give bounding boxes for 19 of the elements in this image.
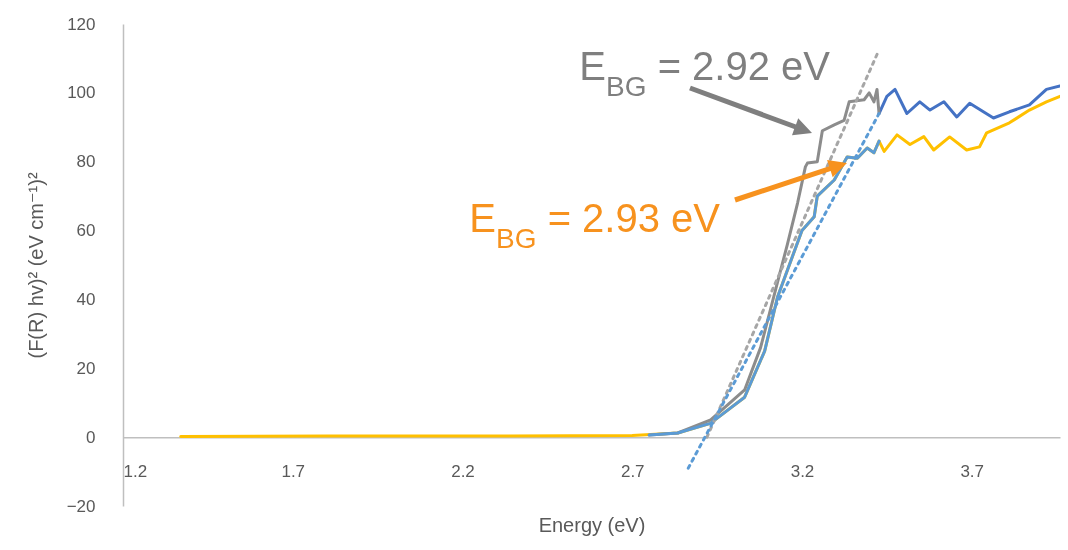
x-tick-label: 2.7 <box>620 461 645 481</box>
annotation: E$_{BG}$ = 2.92 eV <box>579 44 831 102</box>
annotation: E$_{BG}$ = 2.93 eV <box>469 196 721 254</box>
y-tick-label: 20 <box>76 358 96 378</box>
x-axis-title: Energy (eV) <box>538 513 646 536</box>
y-axis-title: (F(R) hv)² (eV cm⁻¹)² <box>24 172 47 359</box>
y-tick-label: −20 <box>66 496 96 516</box>
y-tick-label: 60 <box>76 221 96 241</box>
x-tick-label: 1.2 <box>123 461 148 481</box>
y-tick-label: 100 <box>67 83 96 103</box>
y-tick-label: 40 <box>76 289 96 309</box>
x-tick-label: 3.2 <box>790 461 815 481</box>
y-tick-label: 0 <box>86 427 96 447</box>
x-tick-label: 2.2 <box>451 461 475 481</box>
x-tick-label: 3.7 <box>960 461 985 481</box>
line-series <box>877 84 1060 120</box>
y-tick-label: 120 <box>67 14 96 34</box>
x-tick-label: 1.7 <box>281 461 306 481</box>
y-tick-label: 80 <box>76 152 96 172</box>
